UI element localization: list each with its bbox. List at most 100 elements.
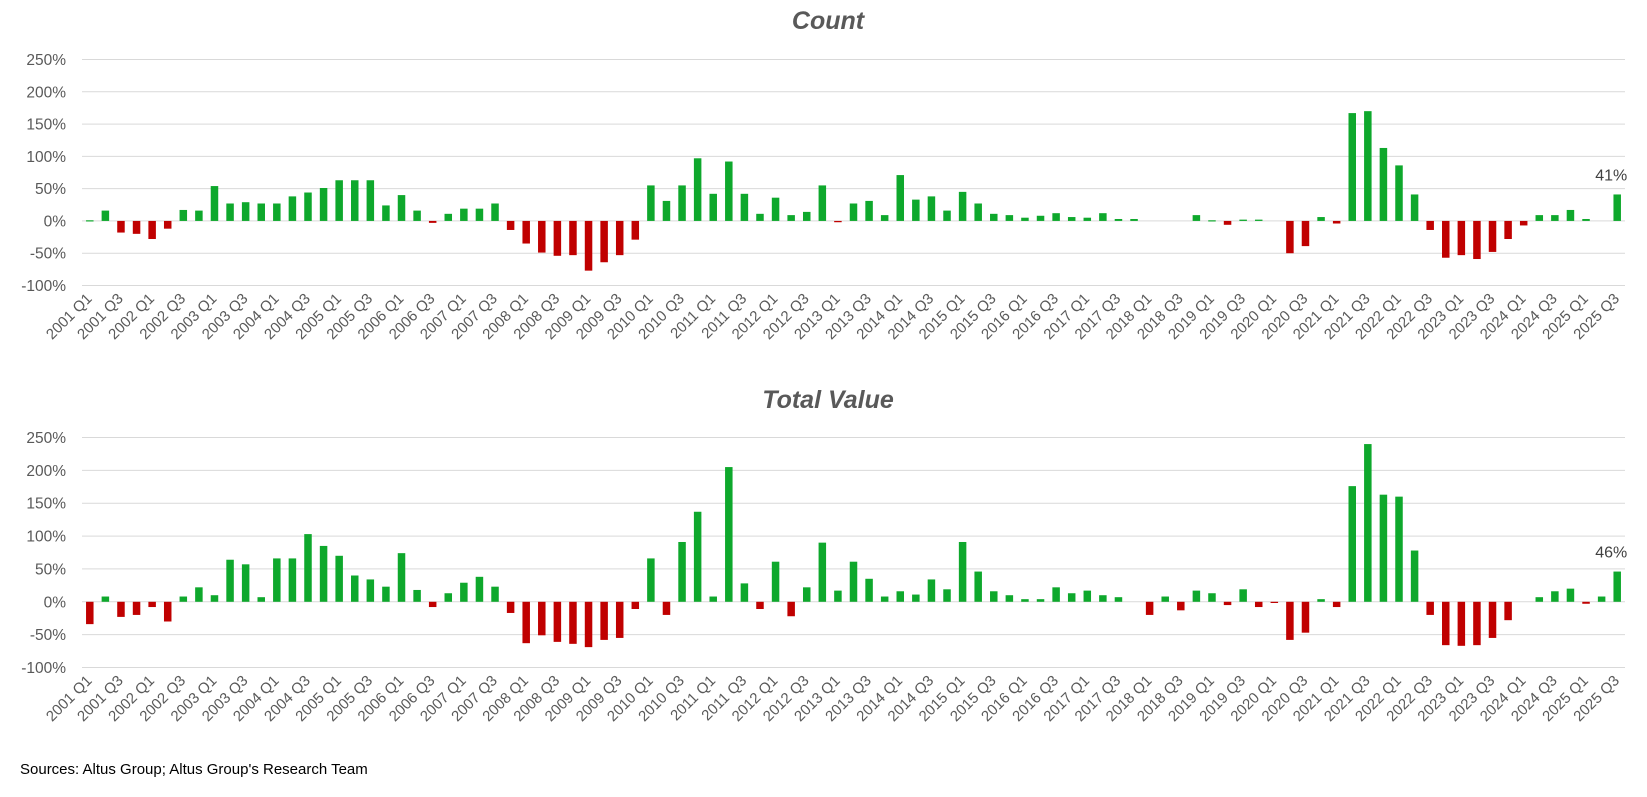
bar-2012-q1 bbox=[771, 561, 780, 602]
bar-2019-q4 bbox=[1254, 601, 1263, 608]
bar-2016-q3 bbox=[1052, 213, 1060, 221]
bar-2007-q2 bbox=[475, 576, 484, 602]
bar-2021-q3 bbox=[1364, 444, 1372, 602]
bar-2005-q2 bbox=[351, 575, 359, 602]
bar-2021-q2 bbox=[1348, 113, 1356, 221]
y-tick-label: 250% bbox=[26, 430, 66, 447]
bar-2015-q1 bbox=[958, 541, 967, 602]
bar-2002-q2 bbox=[163, 220, 172, 229]
bar-2005-q2 bbox=[351, 180, 359, 221]
bar-2022-q1 bbox=[1395, 496, 1403, 602]
bar-2014-q1 bbox=[896, 175, 905, 221]
bar-2004-q3 bbox=[304, 534, 312, 602]
bar-2007-q1 bbox=[460, 208, 468, 221]
bar-2015-q2 bbox=[974, 203, 982, 221]
bar-2011-q1 bbox=[709, 193, 717, 221]
bar-2003-q4 bbox=[257, 203, 265, 221]
bar-2008-q1 bbox=[522, 220, 530, 244]
bar-2019-q3 bbox=[1239, 589, 1247, 602]
bar-2007-q4 bbox=[506, 601, 515, 613]
source-note: Sources: Altus Group; Altus Group's Rese… bbox=[20, 761, 368, 778]
data-label-last: 41% bbox=[1595, 167, 1627, 184]
bar-2022-q2 bbox=[1410, 194, 1419, 221]
bar-2009-q4 bbox=[631, 601, 640, 610]
bar-2013-q3 bbox=[865, 578, 873, 602]
bar-2010-q1 bbox=[647, 558, 655, 602]
bar-2012-q3 bbox=[802, 587, 811, 602]
bar-2019-q2 bbox=[1223, 601, 1232, 606]
bar-2021-q2 bbox=[1348, 486, 1356, 602]
bar-2017-q2 bbox=[1099, 595, 1107, 602]
y-tick-label: -50% bbox=[30, 627, 66, 644]
bar-2008-q1 bbox=[522, 601, 530, 644]
bar-2013-q2 bbox=[849, 203, 858, 221]
bar-2003-q4 bbox=[257, 597, 265, 602]
y-tick-label: 150% bbox=[26, 117, 66, 134]
bar-2024-q1 bbox=[1519, 220, 1528, 226]
bar-2024-q3 bbox=[1551, 215, 1559, 221]
bar-2004-q2 bbox=[288, 558, 297, 602]
y-tick-label: 50% bbox=[35, 181, 66, 198]
bar-2011-q2 bbox=[725, 161, 733, 221]
y-tick-label: 100% bbox=[26, 529, 66, 546]
bar-2004-q1 bbox=[273, 558, 281, 602]
bar-2010-q4 bbox=[693, 511, 702, 602]
bar-2023-q4 bbox=[1504, 220, 1512, 240]
bar-2012-q2 bbox=[787, 215, 795, 221]
y-tick-label: 0% bbox=[44, 594, 67, 611]
bar-2020-q3 bbox=[1301, 220, 1310, 247]
bar-2006-q4 bbox=[444, 213, 453, 221]
bar-2013-q2 bbox=[849, 561, 858, 602]
bar-2022-q3 bbox=[1426, 220, 1434, 230]
bar-2014-q3 bbox=[927, 579, 936, 602]
bar-2015-q4 bbox=[1005, 215, 1014, 221]
bar-2024-q2 bbox=[1535, 215, 1544, 221]
bar-2024-q4 bbox=[1566, 588, 1575, 602]
bar-2025-q1 bbox=[1582, 601, 1590, 604]
bar-2004-q4 bbox=[319, 187, 328, 221]
bar-2015-q2 bbox=[974, 571, 982, 602]
total-value-chart: Total Value -100% -50% 0% 50% 100% 150% 200% 25… bbox=[21, 386, 1627, 725]
bar-2015-q3 bbox=[990, 591, 998, 602]
bar-2003-q3 bbox=[241, 202, 250, 221]
bar-2004-q4 bbox=[319, 545, 328, 602]
bar-2019-q3 bbox=[1239, 219, 1247, 221]
bar-2008-q3 bbox=[553, 220, 562, 256]
bar-2022-q4 bbox=[1442, 220, 1450, 258]
bar-2007-q3 bbox=[491, 586, 499, 602]
bar-2018-q1 bbox=[1145, 601, 1154, 615]
y-tick-label: 200% bbox=[26, 84, 66, 101]
bar-2025-q3 bbox=[1613, 571, 1621, 602]
bar-2007-q4 bbox=[506, 220, 515, 230]
bar-2002-q1 bbox=[148, 220, 156, 240]
bar-2010-q1 bbox=[647, 185, 655, 221]
bar-2004-q2 bbox=[288, 196, 297, 221]
bar-2002-q4 bbox=[195, 210, 203, 221]
bar-2011-q4 bbox=[756, 601, 764, 610]
count-chart: Count -100%-50%0%50%100%150%200%250%41%2… bbox=[21, 7, 1627, 343]
bar-2020-q1 bbox=[1270, 601, 1279, 603]
bar-2023-q2 bbox=[1473, 601, 1481, 646]
bar-2001-q3 bbox=[117, 220, 125, 233]
bar-2009-q3 bbox=[615, 220, 624, 256]
bar-2021-q4 bbox=[1379, 147, 1388, 221]
bar-2014-q1 bbox=[896, 591, 905, 602]
bar-2005-q4 bbox=[382, 586, 390, 602]
bar-2022-q3 bbox=[1426, 601, 1434, 615]
bar-2016-q2 bbox=[1036, 215, 1045, 221]
y-tick-label: 0% bbox=[44, 213, 67, 230]
bar-2020-q3 bbox=[1301, 601, 1310, 633]
y-tick-label: 150% bbox=[26, 496, 66, 513]
bar-2009-q1 bbox=[584, 220, 593, 271]
bar-2023-q2 bbox=[1473, 220, 1481, 260]
bar-2006-q2 bbox=[413, 210, 421, 221]
bar-2001-q3 bbox=[117, 601, 125, 617]
bar-2020-q2 bbox=[1286, 220, 1294, 254]
bar-2011-q2 bbox=[725, 467, 733, 602]
bar-2016-q1 bbox=[1021, 217, 1029, 221]
bar-2010-q2 bbox=[662, 200, 671, 221]
bar-2023-q1 bbox=[1457, 220, 1466, 256]
bar-2018-q4 bbox=[1192, 590, 1201, 602]
data-label-last: 46% bbox=[1595, 545, 1627, 562]
